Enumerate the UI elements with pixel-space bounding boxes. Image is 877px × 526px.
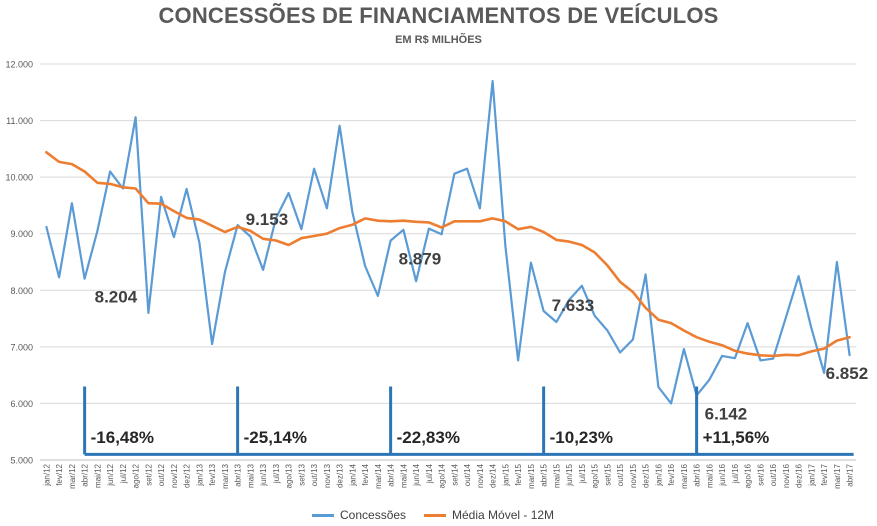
x-tick-label: mar/16 <box>680 463 689 488</box>
legend-swatch-media-movel <box>424 513 446 517</box>
x-tick-label: nov/12 <box>170 463 179 488</box>
x-tick-label: set/13 <box>297 463 306 485</box>
x-tick-label: set/15 <box>603 463 612 485</box>
x-tick-label: jan/15 <box>501 463 510 486</box>
x-tick-label: set/12 <box>144 463 153 485</box>
legend-label-media-movel: Média Móvel - 12M <box>452 508 555 522</box>
x-tick-label: jan/17 <box>807 463 816 486</box>
x-tick-label: fev/17 <box>820 463 829 485</box>
legend-label-concessoes: Concessões <box>340 508 407 522</box>
x-tick-label: jun/14 <box>412 463 421 486</box>
x-tick-label: abr/14 <box>387 463 396 486</box>
point-value-label: 7.633 <box>552 296 595 315</box>
change-label: -25,14% <box>244 428 307 447</box>
x-tick-label: mai/16 <box>705 463 714 488</box>
x-tick-label: fev/12 <box>55 463 64 485</box>
x-tick-label: nov/13 <box>323 463 332 488</box>
x-tick-label: fev/15 <box>514 463 523 485</box>
x-tick-label: fev/13 <box>208 463 217 485</box>
chart-title: CONCESSÕES DE FINANCIAMENTOS DE VEÍCULOS <box>158 3 719 28</box>
y-tick-label: 8.000 <box>10 286 33 296</box>
x-tick-label: mar/12 <box>68 463 77 488</box>
x-tick-label: mar/17 <box>833 463 842 488</box>
change-label: -22,83% <box>397 428 460 447</box>
series-line-media-movel <box>45 151 851 358</box>
y-tick-label: 12.000 <box>5 60 33 70</box>
x-tick-label: jan/14 <box>348 463 357 486</box>
x-tick-label: jan/12 <box>42 463 51 486</box>
x-tick-label: mai/12 <box>93 463 102 488</box>
change-label: +11,56% <box>703 428 770 447</box>
point-value-label: 8.879 <box>399 250 442 269</box>
y-tick-label: 5.000 <box>10 456 33 466</box>
x-tick-label: mai/14 <box>399 463 408 488</box>
x-tick-label: out/14 <box>463 463 472 486</box>
x-tick-label: mai/15 <box>552 463 561 488</box>
chart-subtitle: EM R$ MILHÕES <box>395 34 482 46</box>
change-label: -16,48% <box>91 428 154 447</box>
x-tick-label: abr/17 <box>846 463 855 486</box>
x-tick-label: jul/13 <box>272 463 281 484</box>
y-tick-label: 11.000 <box>6 116 33 126</box>
x-tick-label: ago/14 <box>438 463 447 488</box>
x-tick-label: ago/15 <box>591 463 600 488</box>
x-tick-label: ago/12 <box>132 463 141 488</box>
x-tick-label: nov/16 <box>782 463 791 488</box>
point-value-label: 8.204 <box>95 288 138 307</box>
x-tick-label: dez/13 <box>336 463 345 488</box>
x-tick-label: out/15 <box>616 463 625 486</box>
x-tick-label: mai/13 <box>246 463 255 488</box>
x-tick-label: nov/15 <box>629 463 638 488</box>
y-tick-label: 9.000 <box>10 229 33 239</box>
x-tick-label: dez/14 <box>489 463 498 488</box>
x-tick-label: ago/13 <box>285 463 294 488</box>
series-line-concessoes <box>45 79 851 405</box>
x-tick-label: dez/12 <box>183 463 192 488</box>
x-tick-label: abr/13 <box>234 463 243 486</box>
x-tick-label: out/13 <box>310 463 319 486</box>
x-tick-label: jun/15 <box>565 463 574 486</box>
x-tick-label: ago/16 <box>744 463 753 488</box>
x-tick-label: mar/13 <box>221 463 230 488</box>
y-tick-label: 6.000 <box>10 399 33 409</box>
legend-item-concessoes: Concessões <box>312 508 406 522</box>
x-tick-label: abr/15 <box>540 463 549 486</box>
point-value-label: 6.142 <box>705 404 748 423</box>
x-tick-label: jan/16 <box>654 463 663 486</box>
x-tick-label: fev/16 <box>667 463 676 485</box>
x-tick-label: abr/12 <box>81 463 90 486</box>
point-value-label: 9.153 <box>246 210 289 229</box>
x-tick-label: jan/13 <box>195 463 204 486</box>
x-tick-label: abr/16 <box>693 463 702 486</box>
x-tick-label: jun/13 <box>259 463 268 486</box>
x-tick-label: jul/14 <box>425 463 434 484</box>
x-tick-label: jul/16 <box>731 463 740 484</box>
x-tick-label: dez/15 <box>642 463 651 488</box>
x-tick-label: out/16 <box>769 463 778 486</box>
legend-swatch-concessoes <box>312 513 334 517</box>
x-tick-label: jul/12 <box>119 463 128 484</box>
x-tick-label: set/14 <box>450 463 459 485</box>
x-tick-label: fev/14 <box>361 463 370 485</box>
x-tick-label: mar/14 <box>374 463 383 488</box>
x-tick-label: jun/12 <box>106 463 115 486</box>
change-label: -10,23% <box>550 428 613 447</box>
y-tick-label: 10.000 <box>5 173 33 183</box>
x-tick-label: jun/16 <box>718 463 727 486</box>
legend-item-media-movel: Média Móvel - 12M <box>424 508 554 522</box>
y-tick-label: 7.000 <box>10 342 33 352</box>
x-tick-label: mar/15 <box>527 463 536 488</box>
x-tick-label: jul/15 <box>578 463 587 484</box>
x-tick-label: nov/14 <box>476 463 485 488</box>
x-tick-label: dez/16 <box>795 463 804 488</box>
x-tick-label: out/12 <box>157 463 166 486</box>
point-value-label: 6.852 <box>826 364 869 383</box>
x-tick-label: set/16 <box>756 463 765 485</box>
